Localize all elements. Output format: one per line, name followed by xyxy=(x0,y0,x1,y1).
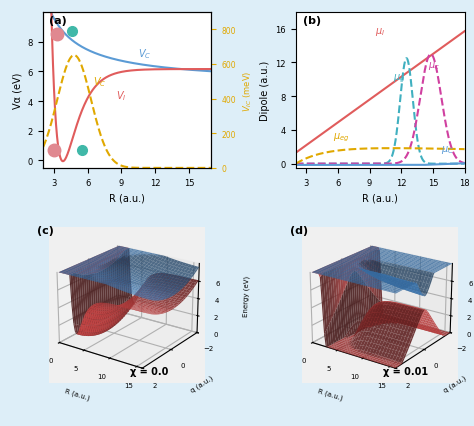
Y-axis label: q (a.u.): q (a.u.) xyxy=(189,374,214,394)
Text: (d): (d) xyxy=(290,226,308,236)
Text: (c): (c) xyxy=(36,226,54,236)
Text: χ = 0.0: χ = 0.0 xyxy=(130,366,169,376)
Y-axis label: $V_{IC}$ (meV): $V_{IC}$ (meV) xyxy=(241,70,254,111)
X-axis label: R (a.u.): R (a.u.) xyxy=(109,193,145,203)
Text: χ = 0.01: χ = 0.01 xyxy=(383,366,428,376)
Text: $\mu_g$: $\mu_g$ xyxy=(393,72,405,85)
Text: (b): (b) xyxy=(302,16,320,26)
X-axis label: R (a.u.): R (a.u.) xyxy=(362,193,398,203)
Y-axis label: Dipole (a.u.): Dipole (a.u.) xyxy=(260,60,270,121)
X-axis label: R (a.u.): R (a.u.) xyxy=(317,387,344,401)
Text: $V_C$: $V_C$ xyxy=(138,47,152,61)
Text: $\mu_I$: $\mu_I$ xyxy=(375,26,385,38)
Text: $V_I$: $V_I$ xyxy=(116,89,126,103)
Text: $\mu_c$: $\mu_c$ xyxy=(428,60,439,72)
Y-axis label: Vα (eV): Vα (eV) xyxy=(12,72,22,109)
Y-axis label: q (a.u.): q (a.u.) xyxy=(442,374,467,394)
Text: $\mu_C$: $\mu_C$ xyxy=(441,144,455,155)
Text: $\mu_{eg}$: $\mu_{eg}$ xyxy=(333,132,349,144)
Text: $V_C$: $V_C$ xyxy=(93,75,107,89)
Text: (a): (a) xyxy=(49,16,67,26)
X-axis label: R (a.u.): R (a.u.) xyxy=(64,387,91,401)
